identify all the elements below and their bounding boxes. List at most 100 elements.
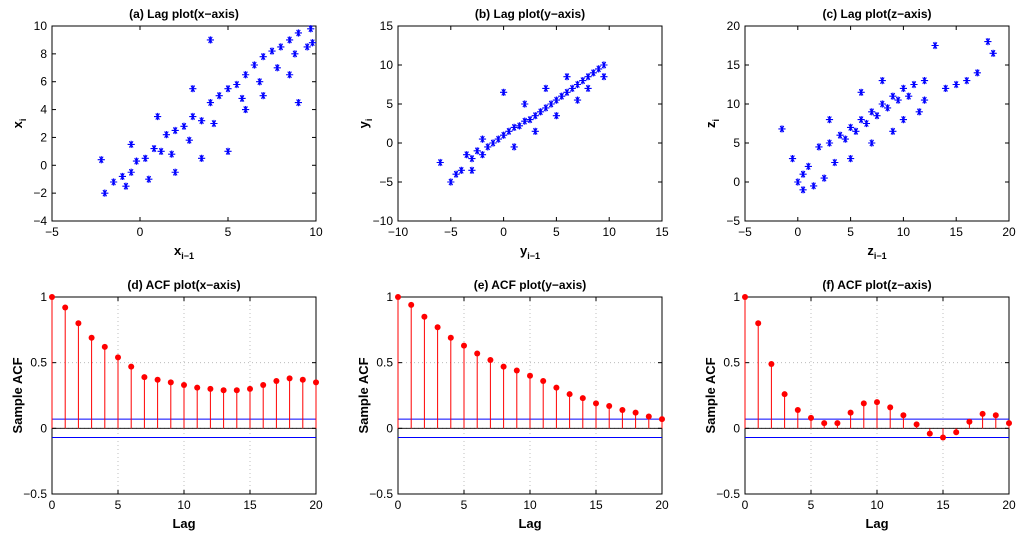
y-tick-label: 15 xyxy=(380,19,394,33)
scatter-point xyxy=(127,140,135,148)
stem-marker xyxy=(632,409,639,416)
stem-series xyxy=(742,294,1012,441)
stem-marker xyxy=(566,391,573,398)
y-tick-label: −0.5 xyxy=(23,487,47,501)
y-tick-label: 0 xyxy=(40,421,47,435)
y-axis-label-subscript: i xyxy=(711,119,721,122)
scatter-point xyxy=(799,170,807,178)
stem-marker xyxy=(808,414,814,421)
scatter-point xyxy=(468,155,476,163)
scatter-point xyxy=(778,125,786,133)
scatter-point xyxy=(303,43,311,51)
y-tick-label: 20 xyxy=(727,19,741,33)
scatter-point xyxy=(224,147,232,155)
stem-marker xyxy=(49,294,55,300)
scatter-point xyxy=(952,80,960,89)
y-axis-label-main: y xyxy=(356,120,371,128)
scatter-point xyxy=(242,71,250,79)
y-tick-label: 5 xyxy=(386,97,393,111)
scatter-point xyxy=(233,80,241,89)
scatter-point xyxy=(198,117,206,125)
x-tick-label: 20 xyxy=(1002,225,1016,239)
x-tick-label: 5 xyxy=(847,225,854,239)
y-tick-label: 10 xyxy=(34,19,48,33)
x-axis-label-subscript: i−1 xyxy=(874,251,887,261)
x-tick-label: 20 xyxy=(655,498,669,512)
scatter-point xyxy=(277,43,285,51)
scatter-point xyxy=(920,77,929,85)
x-axis-label: Lag xyxy=(172,516,195,531)
scatter-point xyxy=(915,108,923,116)
panel-c: −5 0 5 10 15 20 −5 0 5 10 15 20 (c) Lag plot(z−axis)… xyxy=(703,7,1016,261)
x-tick-label: 20 xyxy=(1002,498,1016,512)
scatter-point xyxy=(973,69,981,77)
scatter-point xyxy=(942,84,950,92)
scatter-point xyxy=(563,88,571,96)
scatter-point xyxy=(436,158,444,167)
scatter-point xyxy=(463,151,471,159)
scatter-point xyxy=(847,155,855,163)
y-axis-label: Sample ACF xyxy=(10,357,25,433)
scatter-series xyxy=(97,25,317,197)
scatter-point xyxy=(162,131,170,139)
x-tick-label: 5 xyxy=(225,225,232,239)
x-tick-label: 0 xyxy=(137,225,144,239)
scatter-point xyxy=(154,112,162,121)
stem-marker xyxy=(128,363,135,370)
stem-marker xyxy=(606,403,613,410)
y-tick-label: −4 xyxy=(33,214,47,228)
scatter-point xyxy=(878,100,886,108)
scatter-point xyxy=(273,64,281,72)
stem-marker xyxy=(645,413,652,420)
stem-marker xyxy=(167,379,174,386)
y-tick-label: 4 xyxy=(40,103,47,117)
stem-marker xyxy=(1006,420,1012,427)
scatter-point xyxy=(118,172,126,181)
stem-marker xyxy=(768,360,775,367)
scatter-point xyxy=(579,77,587,85)
scatter-point xyxy=(238,94,246,103)
scatter-point xyxy=(510,143,518,151)
x-tick-label: 15 xyxy=(950,225,964,239)
x-tick-label: −10 xyxy=(388,225,409,239)
stem-marker xyxy=(62,304,69,311)
scatter-point xyxy=(984,38,992,46)
y-tick-label: −10 xyxy=(373,214,394,228)
x-tick-label: 0 xyxy=(742,498,749,512)
scatter-point xyxy=(473,147,481,155)
stem-marker xyxy=(233,387,240,394)
scatter-point xyxy=(457,166,465,174)
y-tick-label: 1 xyxy=(386,290,393,304)
scatter-point xyxy=(494,135,502,143)
y-axis-label-subscript: i xyxy=(364,119,374,122)
y-tick-label: 0 xyxy=(386,421,393,435)
stem-marker xyxy=(847,409,854,416)
y-axis-label-main: z xyxy=(703,121,718,128)
stem-marker xyxy=(579,395,586,402)
y-tick-label: 0.5 xyxy=(723,356,740,370)
scatter-point xyxy=(536,108,545,116)
scatter-point xyxy=(286,71,294,79)
scatter-point xyxy=(521,117,529,125)
chart-title: (b) Lag plot(y−axis) xyxy=(475,7,585,21)
x-axis-label-main: x xyxy=(174,243,182,258)
scatter-point xyxy=(171,126,179,135)
scatter-point xyxy=(547,100,555,108)
scatter-point xyxy=(526,116,534,124)
stem-marker xyxy=(966,418,973,425)
scatter-point xyxy=(600,61,608,69)
stem-marker xyxy=(553,384,560,391)
stem-marker xyxy=(527,372,533,379)
stem-marker xyxy=(913,421,920,428)
scatter-point xyxy=(905,92,913,100)
scatter-point xyxy=(307,25,315,33)
stem-marker xyxy=(101,343,108,350)
scatter-point xyxy=(291,50,299,58)
stem-marker xyxy=(781,391,788,398)
y-axis-label-main: x xyxy=(10,120,25,128)
scatter-point xyxy=(820,174,828,182)
stem-marker xyxy=(286,375,293,382)
scatter-point xyxy=(794,178,802,186)
